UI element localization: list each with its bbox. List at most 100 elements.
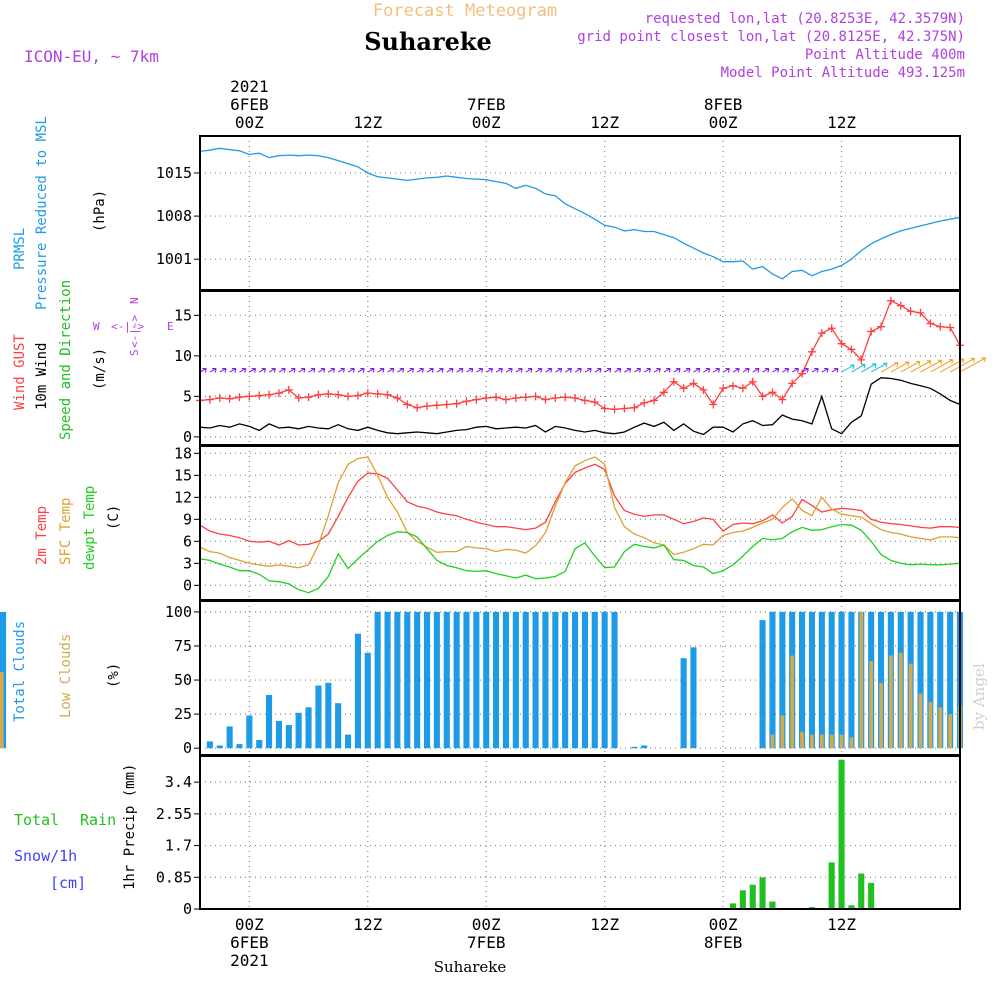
wind-dir-arrow-30	[495, 368, 503, 373]
gust-marker-55	[738, 384, 747, 393]
wind-dir-arrow-2	[219, 368, 227, 373]
bar-low-clouds-77	[0, 671, 4, 749]
gust-marker-57	[758, 392, 767, 401]
bar-total-clouds-72	[917, 611, 924, 749]
bar-total-clouds-43	[631, 746, 638, 749]
top-year-0: 2021	[230, 77, 269, 96]
ytick-label-0: 0	[183, 576, 192, 594]
wind-dir-arrow-38	[574, 368, 582, 373]
ytick-label-5: 15	[174, 466, 192, 484]
bar-total-clouds-56	[759, 620, 766, 749]
bar-total-clouds-11	[315, 685, 322, 749]
wind-dir-arrow-59	[782, 368, 790, 373]
bar-low-clouds-72	[918, 693, 923, 749]
bar-total-clouds-1	[216, 745, 223, 749]
gust-marker-37	[561, 393, 570, 402]
ytick-label-2: 1015	[156, 164, 192, 182]
panel-precip: 0 0.85 1.7 2.55 3.4	[156, 755, 961, 918]
bar-total-rain-8	[838, 759, 845, 909]
sfc-label: SFC Temp	[58, 498, 74, 565]
wind10m-label: 10m Wind	[34, 343, 50, 410]
bar-total-rain-10	[858, 873, 865, 909]
gust-marker-76	[946, 323, 955, 332]
wind-dir-arrow-63	[821, 368, 829, 373]
wind-dir-arrow-34	[535, 368, 543, 373]
gust-marker-45	[640, 398, 649, 407]
compass-s: S	[128, 349, 141, 356]
gust-marker-38	[571, 393, 580, 402]
gust-marker-4	[235, 393, 244, 402]
gust-marker-74	[926, 319, 935, 328]
bar-total-rain-0	[729, 903, 736, 909]
wind-dir-arrow-6	[258, 368, 267, 373]
wind-dir-arrow-26	[456, 368, 464, 373]
bar-total-clouds-21	[414, 611, 421, 749]
ytick-label-2: 1.7	[165, 837, 192, 855]
bar-total-clouds-16	[364, 652, 371, 749]
wind-dir-arrow-11	[308, 368, 316, 373]
ytick-label-1: 1008	[156, 207, 192, 225]
gust-marker-13	[324, 389, 333, 398]
gridpoint-coords: grid point closest lon,lat (20.8125E, 42…	[577, 29, 965, 45]
wind-dir-arrow-36	[555, 368, 563, 373]
bar-total-clouds-6	[266, 695, 273, 749]
gust-marker-67	[857, 355, 866, 364]
wind-dir-arrow-17	[367, 368, 375, 373]
bar-total-rain-7	[828, 862, 835, 909]
wind-dir-arrow-22	[416, 368, 424, 373]
bar-total-clouds-74	[937, 611, 944, 749]
gust-marker-23	[423, 402, 432, 411]
snow-unit-label: [cm]	[50, 874, 86, 892]
gust-marker-5	[245, 392, 254, 401]
wind-dir-arrow-18	[377, 368, 385, 373]
wind-dir-arrow-44	[634, 368, 642, 373]
bar-total-clouds-2	[226, 726, 233, 749]
wind-dir-arrow-40	[594, 368, 602, 373]
ytick-label-3: 2.55	[156, 805, 192, 823]
speed-dir-label: Speed and Direction	[58, 280, 74, 440]
bottom-hour-1: 12Z	[353, 915, 382, 934]
compass-e: E	[167, 320, 174, 333]
wind-dir-arrow-56	[752, 368, 760, 373]
bar-total-clouds-15	[354, 633, 361, 749]
wind-dir-arrow-4	[239, 368, 247, 373]
gust-marker-21	[403, 400, 412, 409]
prmsl-label: PRMSL	[12, 228, 28, 270]
series-2m-temp-line	[199, 463, 961, 546]
bar-total-clouds-36	[562, 611, 569, 749]
gust-marker-25	[442, 400, 451, 409]
wind-dir-arrow-72	[910, 360, 932, 373]
panel-temperature: 0 3 6 9 12 15 18	[174, 444, 961, 601]
ytick-label-4: 3.4	[165, 773, 192, 791]
bar-total-clouds-33	[532, 611, 539, 749]
top-day-2: 7FEB	[467, 95, 506, 114]
ytick-label-0: 1001	[156, 250, 192, 268]
pressure-unit: (hPa)	[92, 190, 108, 232]
wind-dir-arrow-29	[485, 368, 494, 373]
wind-dir-arrow-16	[357, 368, 365, 373]
ytick-label-3: 15	[174, 306, 192, 324]
wind-dir-arrow-55	[742, 368, 750, 373]
gust-marker-58	[768, 388, 777, 397]
bar-total-clouds-31	[512, 611, 519, 749]
bar-total-clouds-25	[453, 611, 460, 749]
bar-total-clouds-8	[285, 725, 292, 749]
top-hour-3: 12Z	[590, 113, 619, 132]
wind-dir-arrow-28	[476, 368, 484, 373]
bar-low-clouds-66	[859, 611, 864, 749]
panel-clouds: 0 25 50 75 100	[0, 600, 963, 757]
gust-marker-73	[916, 308, 925, 317]
gust-marker-1	[205, 395, 214, 404]
bar-total-clouds-44	[641, 745, 648, 749]
wind-dir-arrow-51	[703, 368, 711, 373]
series-dewpt-temp-line	[199, 523, 961, 594]
bar-total-clouds-75	[947, 611, 954, 749]
wind-dir-arrow-69	[880, 362, 899, 373]
gust-marker-34	[531, 392, 540, 401]
wind-dir-arrow-7	[268, 368, 276, 373]
chart-title: Forecast Meteogram	[373, 1, 557, 21]
wind-dir-arrow-31	[505, 368, 513, 373]
gust-marker-29	[482, 393, 491, 402]
